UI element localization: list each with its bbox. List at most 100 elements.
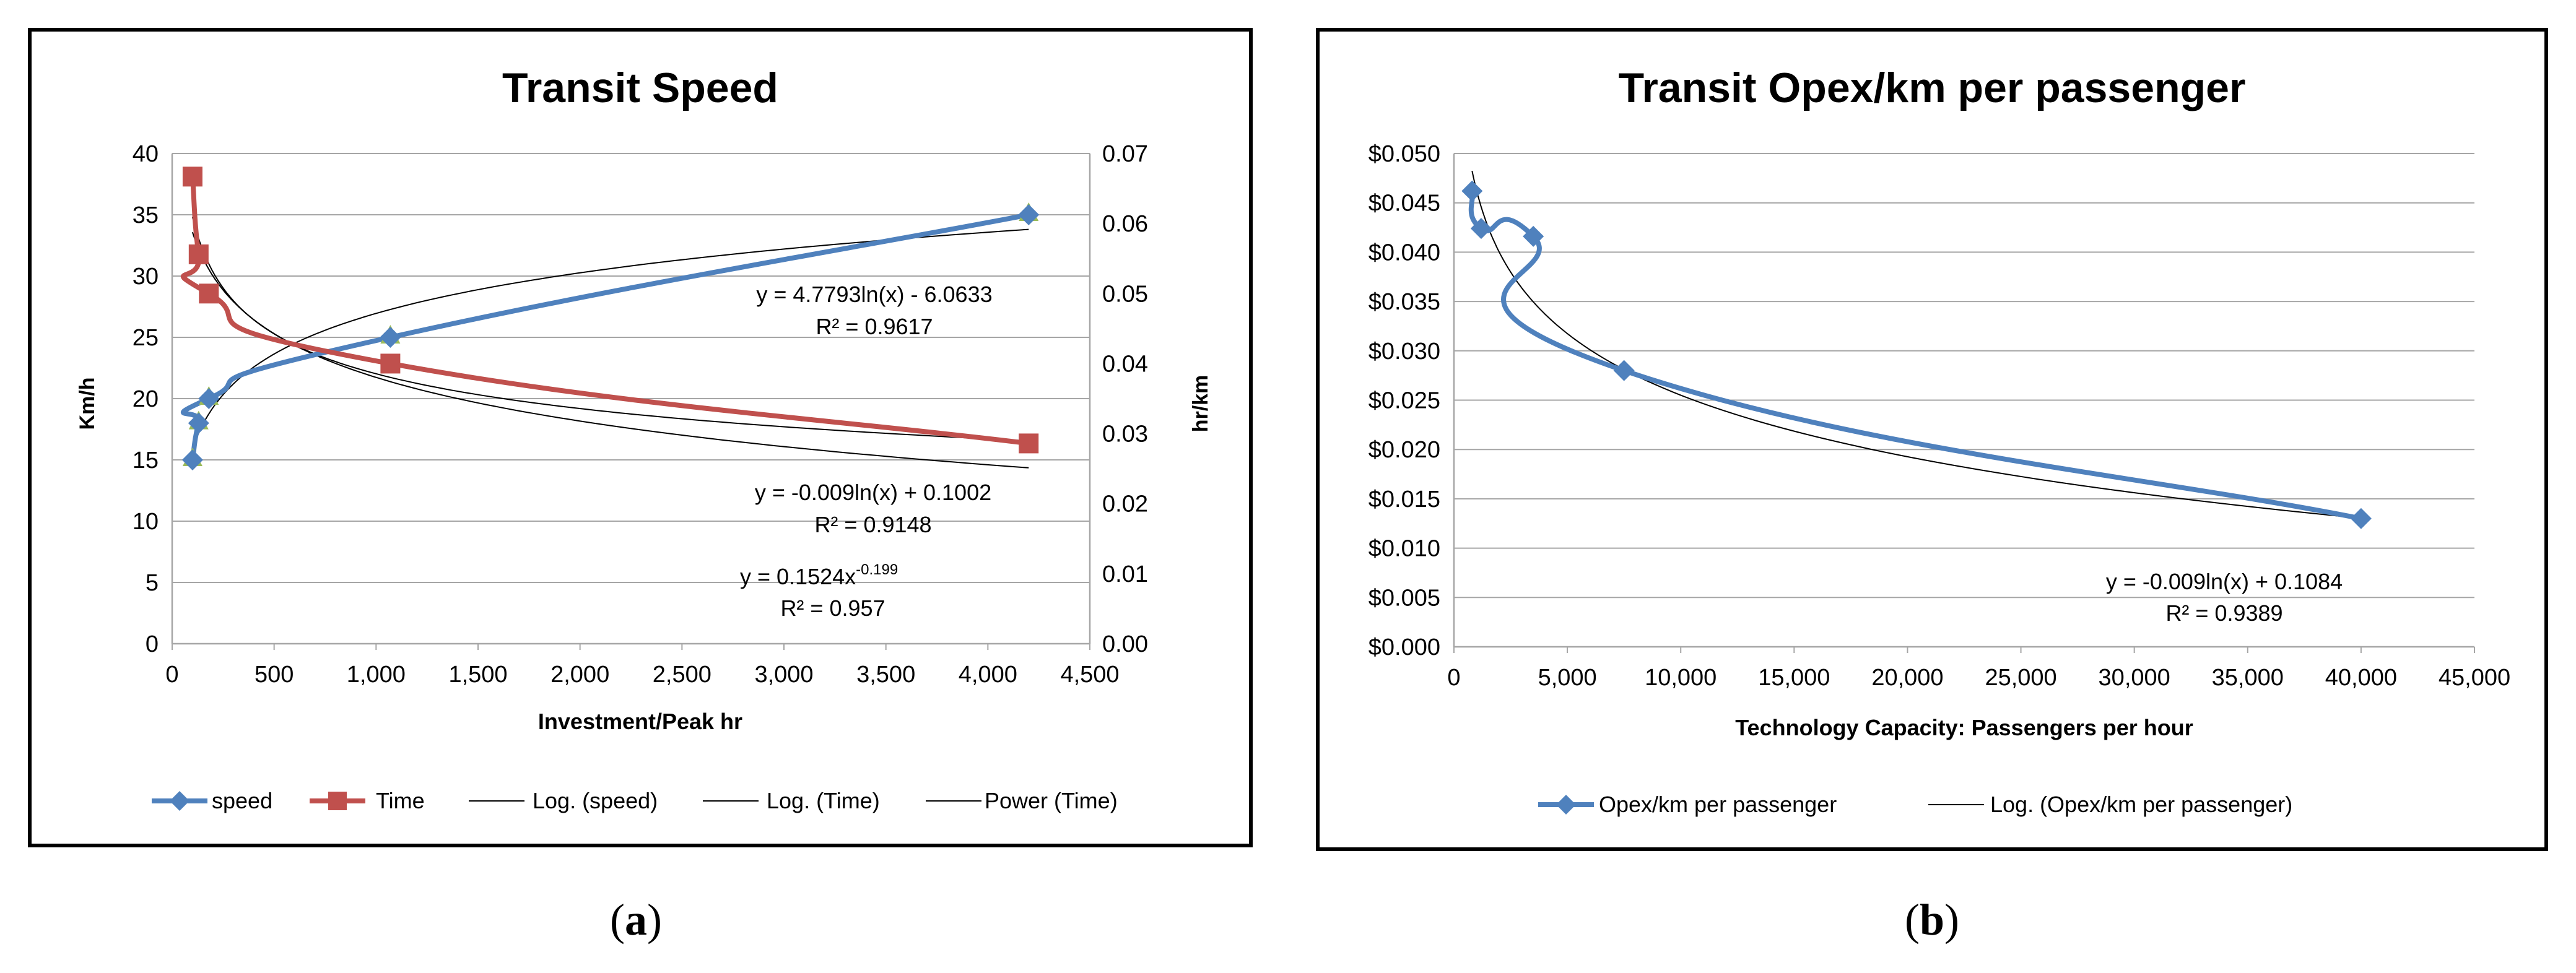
data-point-time [199, 283, 219, 304]
legend-time-square-marker [328, 792, 347, 810]
y-tick-label: 20 [133, 386, 159, 412]
legend-label-opex: Opex/km per passenger [1599, 792, 1837, 817]
caption-b: (b) [1905, 895, 1959, 945]
caption-a: (a) [610, 895, 662, 945]
panel-a-legend: speed Time Log. (speed) Log. (Time) Powe… [152, 788, 1118, 813]
x-tick-label: 25,000 [1985, 665, 2056, 691]
series-line-opex-km-per-passenger [1468, 190, 2362, 521]
x-tick-label: 2,000 [550, 662, 609, 688]
x-tick-label: 3,500 [856, 662, 915, 688]
y-tick-label: $0.045 [1368, 191, 1440, 217]
panel-b-annotations: y = -0.009ln(x) + 0.1084 R² = 0.9389 [2106, 569, 2343, 626]
y2-tick-label: 0.03 [1102, 422, 1148, 448]
x-tick-label: 500 [255, 662, 294, 688]
x-tick-label: 3,000 [754, 662, 813, 688]
x-tick-label: 30,000 [2099, 665, 2170, 691]
x-tick-label: 1,000 [347, 662, 406, 688]
y-tick-label: 25 [133, 325, 159, 351]
panel-b-x-tick-labels: 0 5,000 10,000 15,000 20,000 25,000 30,000 35,0… [1447, 665, 2510, 691]
y-tick-label: $0.020 [1368, 437, 1440, 463]
panel-a-trendlines [191, 217, 1029, 469]
legend-item-power-time: Power (Time) [926, 788, 1118, 813]
legend-label-power-time: Power (Time) [985, 788, 1118, 813]
panel-a-axes [171, 154, 1091, 650]
data-point-opex-km-per-passenger [1523, 225, 1544, 247]
legend-item-log-speed: Log. (speed) [469, 788, 658, 813]
data-point-opex-km-per-passenger [1470, 218, 1492, 240]
x-tick-label: 15,000 [1758, 665, 1830, 691]
x-tick-label: 10,000 [1645, 665, 1717, 691]
legend-item-log-time: Log. (Time) [703, 788, 880, 813]
legend-label-log-opex: Log. (Opex/km per passenger) [1990, 792, 2292, 817]
y-tick-label: 15 [133, 448, 159, 474]
x-tick-label: 45,000 [2439, 665, 2510, 691]
y-tick-label: $0.030 [1368, 339, 1440, 365]
panel-a-y2-axis-label: hr/km [1189, 375, 1212, 433]
panel-a-title: Transit Speed [502, 64, 778, 111]
opex-equation: y = -0.009ln(x) + 0.1084 [2106, 569, 2343, 594]
data-point-time [188, 244, 209, 264]
panel-b-frame [1316, 28, 2548, 851]
legend-opex-diamond-marker [1556, 795, 1576, 815]
data-point-speed [198, 388, 220, 409]
x-tick-label: 0 [165, 662, 178, 688]
x-tick-label: 1,500 [448, 662, 507, 688]
panel-a-x-axis-label: Investment/Peak hr [538, 709, 742, 734]
data-point-speed [188, 412, 209, 434]
trendline-log-speed [191, 228, 1029, 449]
time-log-equation: y = -0.009ln(x) + 0.1002 [755, 480, 991, 505]
y2-tick-label: 0.01 [1102, 561, 1148, 587]
data-point-opex-km-per-passenger [2350, 508, 2372, 529]
legend-item-time: Time [310, 788, 425, 813]
y2-tick-label: 0.02 [1102, 491, 1148, 517]
y-tick-label: $0.015 [1368, 486, 1440, 512]
time-power-r2: R² = 0.957 [780, 595, 885, 621]
panel-a-frame [28, 28, 1253, 847]
x-tick-label: 4,000 [959, 662, 1017, 688]
y-tick-label: $0.035 [1368, 289, 1440, 315]
legend-label-speed: speed [212, 788, 272, 813]
x-tick-label: 4,500 [1060, 662, 1119, 688]
data-point-time [182, 166, 202, 187]
y-tick-label: 5 [146, 570, 159, 596]
speed-r2: R² = 0.9617 [816, 314, 933, 339]
panel-a-x-tick-labels: 0 500 1,000 1,500 2,000 2,500 3,000 3,500 4,000 4… [165, 662, 1119, 688]
panel-a-y-tick-labels: 0 5 10 15 20 25 30 35 40 [133, 141, 159, 657]
y-tick-label: 10 [133, 509, 159, 535]
panel-a-annotations: y = 4.7793ln(x) - 6.0633 R² = 0.9617 y =… [740, 282, 993, 621]
panel-b-title: Transit Opex/km per passenger [1619, 64, 2246, 111]
data-point-speed [1018, 204, 1040, 225]
legend-item-log-opex: Log. (Opex/km per passenger) [1928, 792, 2292, 817]
legend-item-opex: Opex/km per passenger [1538, 792, 1837, 817]
data-point-opex-km-per-passenger [1613, 360, 1635, 381]
legend-speed-diamond-marker [170, 791, 189, 811]
x-tick-label: 5,000 [1538, 665, 1597, 691]
x-tick-label: 0 [1447, 665, 1460, 691]
panel-a-y2-tick-labels: 0.00 0.01 0.02 0.03 0.04 0.05 0.06 0.07 [1102, 141, 1148, 657]
panel-b-legend: Opex/km per passenger Log. (Opex/km per … [1538, 792, 2292, 817]
time-log-r2: R² = 0.9148 [814, 512, 931, 537]
panel-a-y-axis-label: Km/h [76, 378, 99, 430]
series-line-speed [181, 212, 1029, 461]
x-tick-label: 20,000 [1871, 665, 1943, 691]
panel-b-gridlines [1454, 153, 2474, 599]
y-tick-label: $0.005 [1368, 585, 1440, 611]
y-tick-label: 0 [146, 631, 159, 657]
panel-b-series [1461, 180, 2372, 529]
x-tick-label: 35,000 [2212, 665, 2284, 691]
y-tick-label: $0.050 [1368, 141, 1440, 167]
data-point-speed [181, 449, 203, 470]
data-point-time [380, 353, 401, 374]
y-tick-label: 40 [133, 141, 159, 167]
time-power-equation: y = 0.1524x-0.199 [740, 561, 898, 589]
y2-tick-label: 0.00 [1102, 631, 1148, 657]
panel-b-transit-opex: Transit Opex/km per passenger $0.000 $0.0… [1316, 28, 2548, 851]
panel-a-series [180, 166, 1040, 470]
y2-tick-label: 0.07 [1102, 141, 1148, 167]
panel-b-x-axis-label: Technology Capacity: Passengers per hour [1735, 715, 2193, 740]
y-tick-label: 35 [133, 202, 159, 228]
trendline-power-time [191, 217, 1029, 442]
y-tick-label: $0.000 [1368, 634, 1440, 660]
